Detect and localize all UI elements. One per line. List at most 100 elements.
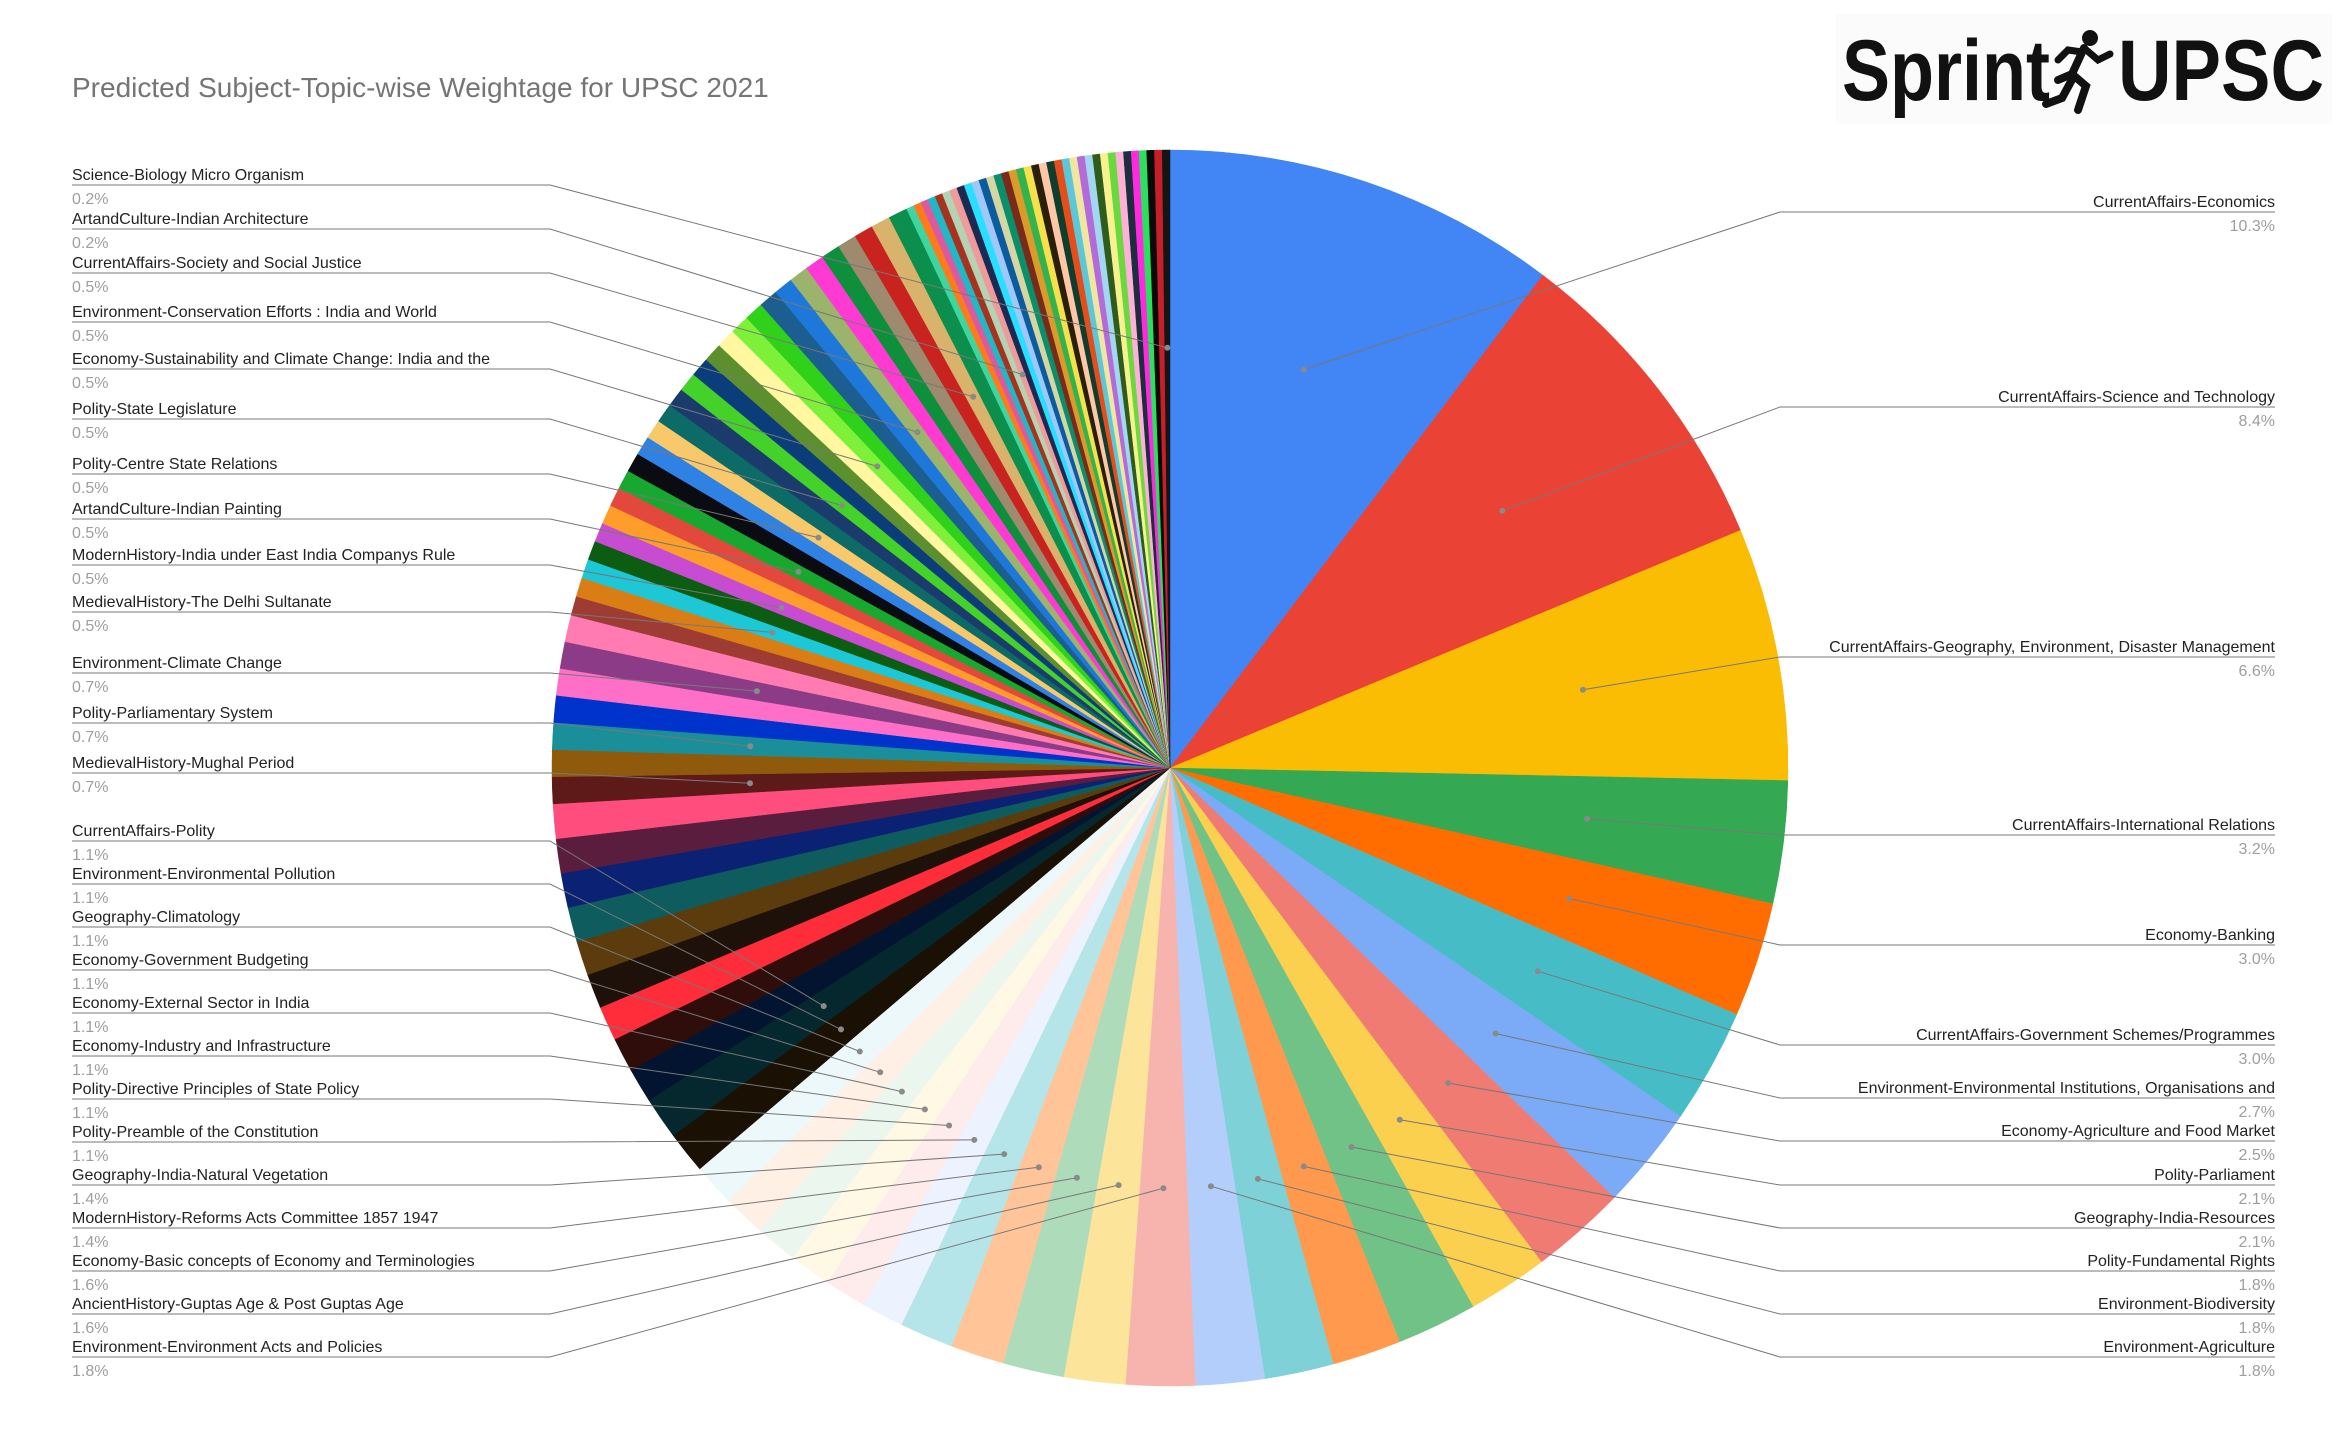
leader-line-currentaffairs-society-and-social-justice [72, 272, 974, 398]
slice-label-geography-india-resources: Geography-India-Resources [2074, 1210, 2275, 1227]
leader-dot-polity-parliamentary-system [747, 743, 754, 750]
slice-label-polity-centre-state-relations: Polity-Centre State Relations [72, 456, 277, 473]
leader-dot-economy-sustainability-and-climate-change-india-and-the [874, 463, 881, 470]
slice-value-environment-biodiversity: 1.8% [2239, 1320, 2275, 1337]
leader-dot-environment-climate-change [753, 688, 760, 695]
leader-line-currentaffairs-science-and-technology [1502, 406, 2275, 512]
slice-label-polity-preamble-of-the-constitution: Polity-Preamble of the Constitution [72, 1124, 318, 1141]
leader-dot-artandculture-indian-painting [795, 568, 802, 575]
slice-label-science-biology-micro-organism: Science-Biology Micro Organism [72, 167, 304, 184]
leader-dot-environment-environment-acts-and-policies [1160, 1185, 1167, 1192]
slice-label-polity-parliament: Polity-Parliament [2154, 1167, 2275, 1184]
leader-dot-currentaffairs-government-schemes-programmes [1534, 968, 1541, 975]
slice-value-environment-agriculture: 1.8% [2239, 1363, 2275, 1380]
slice-label-economy-basic-concepts-of-economy-and-terminologies: Economy-Basic concepts of Economy and Te… [72, 1253, 475, 1270]
slice-value-currentaffairs-international-relations: 3.2% [2239, 841, 2275, 858]
slice-label-artandculture-indian-architecture: ArtandCulture-Indian Architecture [72, 211, 309, 228]
leader-dot-ancienthistory-guptas-age-post-guptas-age [1115, 1182, 1122, 1189]
logo: Sprint UPSC [1836, 14, 2332, 124]
slice-label-economy-agriculture-and-food-market: Economy-Agriculture and Food Market [2001, 1123, 2275, 1140]
leader-line-currentaffairs-economics [1303, 211, 2275, 371]
leader-line-science-biology-micro-organism [72, 184, 1168, 349]
leader-dot-science-biology-micro-organism [1164, 344, 1171, 351]
leader-dot-geography-climatology [856, 1048, 863, 1055]
slice-value-economy-agriculture-and-food-market: 2.5% [2239, 1147, 2275, 1164]
slice-label-geography-climatology: Geography-Climatology [72, 909, 240, 926]
leader-line-polity-preamble-of-the-constitution [72, 1139, 975, 1143]
pie-slices [551, 149, 1789, 1387]
leader-dot-environment-environmental-pollution [838, 1026, 844, 1033]
leader-line-economy-government-budgeting [72, 969, 881, 1073]
leader-line-ancienthistory-guptas-age-post-guptas-age [72, 1184, 1119, 1315]
leader-line-polity-fundamental-rights [1303, 1165, 2275, 1272]
leader-dot-environment-environmental-institutions-organisations-and [1492, 1030, 1499, 1037]
leader-line-economy-basic-concepts-of-economy-and-terminologies [72, 1177, 1077, 1272]
slice-value-geography-climatology: 1.1% [72, 933, 108, 950]
slice-labels: CurrentAffairs-Economics 10.3% CurrentAffa… [72, 167, 2276, 1380]
logo-left-text: Sprint [1842, 23, 2050, 119]
slice-value-polity-directive-principles-of-state-policy: 1.1% [72, 1105, 108, 1122]
slice-label-currentaffairs-geography-environment-disaster-management: CurrentAffairs-Geography, Environment, D… [1829, 639, 2275, 656]
slice-value-currentaffairs-polity: 1.1% [72, 847, 108, 864]
slice-value-ancienthistory-guptas-age-post-guptas-age: 1.6% [72, 1320, 108, 1337]
slice-label-economy-industry-and-infrastructure: Economy-Industry and Infrastructure [72, 1038, 331, 1055]
runner-icon [2042, 30, 2114, 114]
slice-value-currentaffairs-government-schemes-programmes: 3.0% [2239, 1051, 2275, 1068]
leader-line-environment-climate-change [72, 672, 757, 692]
pie-slice-currentaffairs-geography-environment-disaster-management [1169, 530, 1789, 781]
leader-line-currentaffairs-international-relations [1587, 818, 2275, 836]
slice-value-medievalhistory-the-delhi-sultanate: 0.5% [72, 618, 108, 635]
leader-dot-currentaffairs-polity [820, 1003, 827, 1010]
slice-value-polity-parliament: 2.1% [2239, 1191, 2275, 1208]
leader-line-medievalhistory-mughal-period [72, 772, 751, 784]
slice-label-currentaffairs-government-schemes-programmes: CurrentAffairs-Government Schemes/Progra… [1916, 1027, 2275, 1044]
slice-value-geography-india-natural-vegetation: 1.4% [72, 1191, 108, 1208]
slice-value-economy-basic-concepts-of-economy-and-terminologies: 1.6% [72, 1277, 108, 1294]
slice-value-environment-environmental-institutions-organisations-and: 2.7% [2239, 1104, 2275, 1121]
leader-line-currentaffairs-geography-environment-disaster-management [1582, 656, 2275, 691]
slice-value-artandculture-indian-painting: 0.5% [72, 525, 108, 542]
slice-label-environment-environmental-institutions-organisations-and: Environment-Environmental Institutions, … [1858, 1080, 2275, 1097]
leader-line-currentaffairs-polity [72, 840, 824, 1007]
slice-value-modernhistory-india-under-east-india-companys-rule: 0.5% [72, 571, 108, 588]
leader-dot-currentaffairs-economics [1300, 366, 1307, 373]
slice-label-economy-government-budgeting: Economy-Government Budgeting [72, 952, 309, 969]
leader-dot-geography-india-resources [1348, 1144, 1355, 1150]
slice-label-currentaffairs-economics: CurrentAffairs-Economics [2093, 194, 2275, 211]
slice-label-polity-state-legislature: Polity-State Legislature [72, 401, 237, 418]
leader-line-environment-biodiversity [1257, 1178, 2275, 1315]
leader-line-polity-directive-principles-of-state-policy [72, 1098, 950, 1126]
leader-dot-medievalhistory-mughal-period [747, 780, 753, 787]
leader-dot-currentaffairs-society-and-social-justice [970, 393, 977, 400]
leader-dot-artandculture-indian-architecture [1019, 371, 1026, 378]
leader-dot-currentaffairs-science-and-technology [1499, 507, 1506, 514]
leader-dot-polity-parliament [1396, 1116, 1403, 1123]
leader-dot-polity-preamble-of-the-constitution [971, 1136, 978, 1143]
slice-label-polity-fundamental-rights: Polity-Fundamental Rights [2087, 1253, 2275, 1270]
slice-label-currentaffairs-science-and-technology: CurrentAffairs-Science and Technology [1998, 389, 2275, 406]
leader-line-modernhistory-india-under-east-india-companys-rule [72, 564, 782, 609]
leader-line-polity-parliament [1399, 1119, 2275, 1186]
slice-label-polity-parliamentary-system: Polity-Parliamentary System [72, 705, 273, 722]
leader-dot-environment-biodiversity [1254, 1175, 1261, 1182]
leader-line-environment-conservation-efforts-india-and-world [72, 321, 918, 433]
leader-line-environment-environment-acts-and-policies [72, 1187, 1164, 1358]
slice-value-environment-environmental-pollution: 1.1% [72, 890, 108, 907]
slice-label-medievalhistory-the-delhi-sultanate: MedievalHistory-The Delhi Sultanate [72, 594, 332, 611]
leader-line-economy-agriculture-and-food-market [1448, 1082, 2275, 1142]
leader-lines [72, 184, 2275, 1358]
slice-value-geography-india-resources: 2.1% [2239, 1234, 2275, 1251]
slice-value-economy-government-budgeting: 1.1% [72, 976, 108, 993]
leader-dot-modernhistory-reforms-acts-committee-1857-1947 [1035, 1164, 1042, 1171]
leader-line-environment-environmental-institutions-organisations-and [1495, 1033, 2275, 1099]
slice-value-environment-conservation-efforts-india-and-world: 0.5% [72, 328, 108, 345]
slice-label-economy-banking: Economy-Banking [2145, 927, 2275, 944]
leader-line-geography-india-natural-vegetation [72, 1153, 1005, 1186]
pie-slice-currentaffairs-economics [1169, 149, 1544, 769]
logo-graphic: Sprint UPSC [1842, 23, 2324, 119]
leader-line-economy-industry-and-infrastructure [72, 1055, 925, 1110]
leader-dot-economy-industry-and-infrastructure [921, 1106, 928, 1113]
slice-value-currentaffairs-economics: 10.3% [2230, 218, 2275, 235]
slice-value-polity-fundamental-rights: 1.8% [2239, 1277, 2275, 1294]
